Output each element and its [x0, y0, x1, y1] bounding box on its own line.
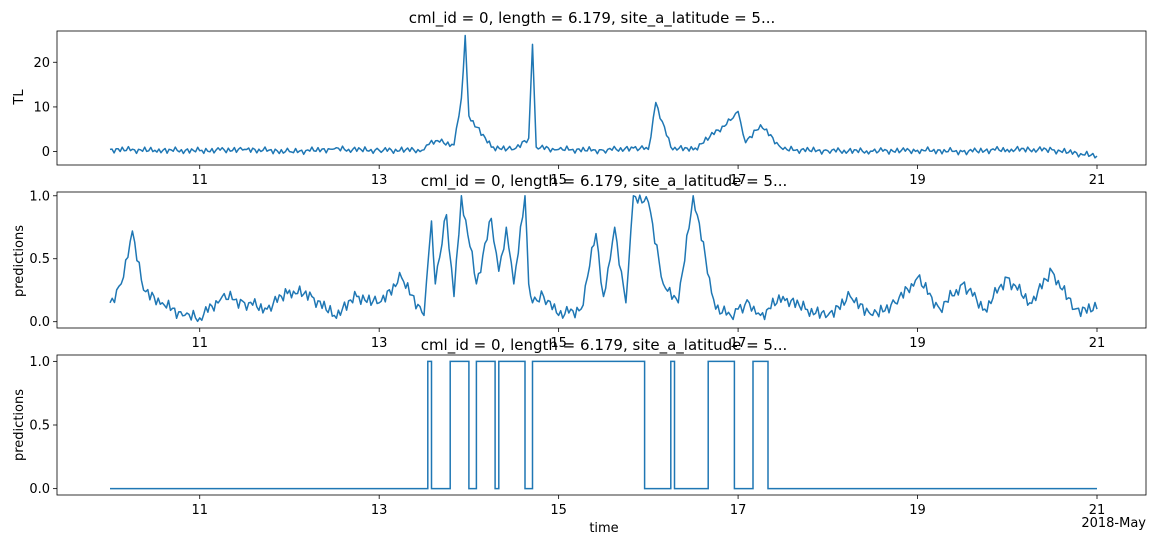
panel-3-xtick-label: 17	[730, 503, 747, 518]
panel-1-xtick-label: 15	[550, 173, 567, 188]
panel-2-xtick-label: 13	[371, 336, 388, 351]
panel-2-xtick-label: 17	[730, 336, 747, 351]
panel-1-xtick-label: 11	[191, 173, 208, 188]
panel-1-xtick-label: 17	[730, 173, 747, 188]
panel-2-ytick-label: 0.0	[29, 315, 50, 330]
panel-1-series-line	[109, 34, 1098, 159]
panel-3-date-offset-label: 2018-May	[1081, 516, 1146, 531]
panel-1-frame	[56, 30, 1147, 166]
panel-2-xtick-label: 19	[909, 336, 926, 351]
panel-1-xtick-label: 21	[1089, 173, 1106, 188]
panel-2-ylabel: predictions	[12, 225, 27, 297]
panel-3-xlabel: time	[589, 521, 618, 536]
panel-1-ytick-label: 10	[33, 100, 50, 115]
panel-3-xtick-label: 19	[909, 503, 926, 518]
panel-2-xtick-label: 21	[1089, 336, 1106, 351]
panel-3-ylabel: predictions	[12, 389, 27, 461]
panel-2-series-line	[109, 194, 1098, 323]
panel-1-xtick-label: 19	[909, 173, 926, 188]
panel-1-ytick-label: 20	[33, 56, 50, 71]
panel-1-ytick-label: 0	[42, 145, 50, 160]
panel-3-xtick-label: 15	[550, 503, 567, 518]
panel-3-series-line	[110, 360, 1097, 490]
panel-2-ytick-label: 1.0	[29, 189, 50, 204]
panel-3-frame	[56, 354, 1147, 496]
panel-2-predictions: cml_id = 0, length = 6.179, site_a_latit…	[12, 172, 1147, 351]
panel-2-xtick-label: 11	[191, 336, 208, 351]
panel-3-title: cml_id = 0, length = 6.179, site_a_latit…	[421, 336, 788, 355]
panel-3-xtick-label: 21	[1089, 503, 1106, 518]
panel-2-title: cml_id = 0, length = 6.179, site_a_latit…	[421, 172, 788, 191]
panel-3-xtick-label: 13	[371, 503, 388, 518]
panel-1-xtick-label: 13	[371, 173, 388, 188]
panel-1-title: cml_id = 0, length = 6.179, site_a_latit…	[409, 9, 776, 28]
panel-2-xtick-label: 15	[550, 336, 567, 351]
panel-3-ytick-label: 0.5	[29, 419, 50, 434]
panel-3-xtick-label: 11	[191, 503, 208, 518]
panel-3-predictions: cml_id = 0, length = 6.179, site_a_latit…	[12, 336, 1147, 536]
panel-3-ytick-label: 1.0	[29, 355, 50, 370]
panel-1-tl: cml_id = 0, length = 6.179, site_a_latit…	[12, 9, 1147, 188]
panel-1-ylabel: TL	[12, 89, 27, 106]
panel-3-ytick-label: 0.0	[29, 482, 50, 497]
panel-2-ytick-label: 0.5	[29, 252, 50, 267]
panel-2-frame	[56, 191, 1147, 329]
